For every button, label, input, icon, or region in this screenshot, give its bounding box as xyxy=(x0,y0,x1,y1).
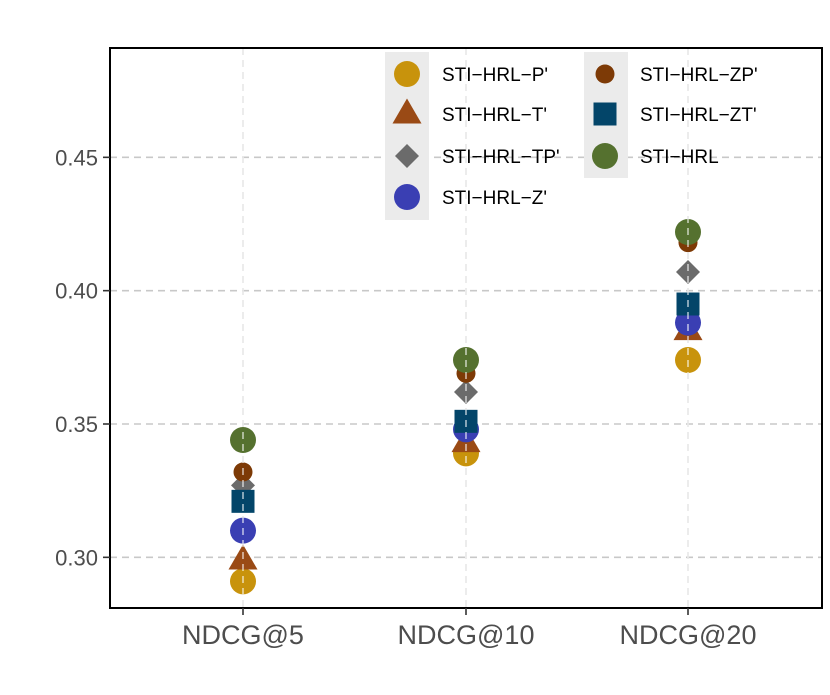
legend-label-1: STI−HRL−T' xyxy=(442,105,547,126)
y-tick-label-1: 0.35 xyxy=(55,412,98,437)
legend-key-4 xyxy=(595,64,615,84)
legend-key-2 xyxy=(395,144,419,168)
legend-label-3: STI−HRL−Z' xyxy=(442,188,547,209)
legend-label-5: STI−HRL−ZT' xyxy=(640,105,757,126)
data-point-s6-c0 xyxy=(230,427,256,453)
x-tick-label-1: NDCG@10 xyxy=(398,620,535,650)
data-points xyxy=(228,48,703,608)
y-tick-label-2: 0.40 xyxy=(55,279,98,304)
legend: STI−HRL−P' STI−HRL−T' STI−HRL−TP' STI−HRL−Z… xyxy=(385,52,758,220)
y-tick-label-0: 0.30 xyxy=(55,545,98,570)
y-tick-label-3: 0.45 xyxy=(55,145,98,170)
legend-label-6: STI−HRL xyxy=(640,147,719,168)
data-point-s2-c1 xyxy=(454,380,478,404)
y-axis: 0.30 0.35 0.40 0.45 xyxy=(55,145,110,570)
legend-key-3 xyxy=(394,184,420,210)
data-point-s2-c2 xyxy=(676,260,700,284)
data-point-s5-c0 xyxy=(231,489,255,513)
data-point-s3-c2 xyxy=(675,309,701,336)
legend-key-1 xyxy=(392,98,422,124)
legend-key-6 xyxy=(592,143,618,169)
legend-key-5 xyxy=(593,102,617,126)
legend-label-2: STI−HRL−TP' xyxy=(442,147,560,168)
x-tick-label-0: NDCG@5 xyxy=(182,620,304,650)
legend-key-0 xyxy=(394,61,420,87)
legend-label-4: STI−HRL−ZP' xyxy=(640,65,758,86)
x-tick-label-2: NDCG@20 xyxy=(620,620,757,650)
x-axis: NDCG@5 NDCG@10 NDCG@20 xyxy=(182,608,756,650)
legend-label-0: STI−HRL−P' xyxy=(442,65,548,86)
